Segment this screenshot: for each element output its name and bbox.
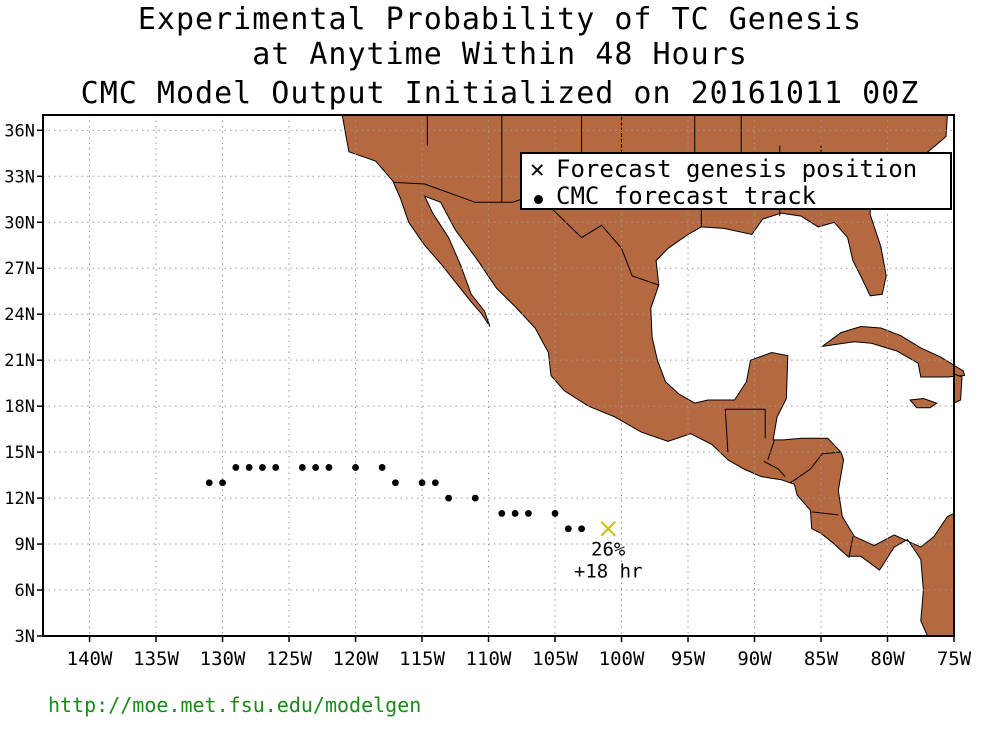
gridlines xyxy=(43,115,954,636)
lat-tick-label: 27N xyxy=(4,259,35,279)
genesis-lead-label: +18 hr xyxy=(574,561,643,583)
track-point xyxy=(498,510,506,517)
lon-tick-label: 75W xyxy=(937,648,972,670)
genesis-x-marker xyxy=(600,521,616,537)
lat-tick-label: 18N xyxy=(4,397,35,417)
lon-tick-label: 80W xyxy=(870,648,905,670)
genesis-probability-label: 26% xyxy=(591,539,626,561)
lat-axis: 36N 33N 30N 27N 24N 21N 18N 15N 12N 9N 6N 3N xyxy=(4,121,43,647)
track-point xyxy=(325,464,333,471)
lon-tick-label: 120W xyxy=(333,648,379,670)
jamaica-land xyxy=(909,397,938,409)
track-point xyxy=(272,464,280,471)
track-point xyxy=(551,510,559,517)
x-mark-icon: ✕ xyxy=(530,155,545,183)
lat-tick-label: 3N xyxy=(15,627,35,647)
border-line xyxy=(724,408,766,453)
border-line xyxy=(811,511,839,516)
title-line-2: at Anytime Within 48 Hours xyxy=(252,37,748,72)
lat-tick-label: 6N xyxy=(15,581,35,601)
track-point xyxy=(471,494,479,502)
legend-track-label: CMC forecast track xyxy=(556,182,817,210)
track-point xyxy=(219,479,226,487)
north-america-land xyxy=(341,114,955,637)
land-layer xyxy=(341,114,966,637)
track-point xyxy=(205,479,213,487)
track-point xyxy=(352,464,359,471)
lat-tick-label: 30N xyxy=(4,213,35,233)
border-line xyxy=(763,460,786,477)
genesis-marker-group: 26%+18 hr xyxy=(574,521,643,583)
lon-tick-label: 125W xyxy=(266,648,312,670)
legend-genesis-entry: ✕ Forecast genesis position xyxy=(530,156,950,183)
track-point xyxy=(564,525,572,533)
lon-tick-label: 130W xyxy=(200,648,246,670)
track-point xyxy=(245,464,253,471)
lon-tick-label: 110W xyxy=(466,648,512,670)
cuba-land xyxy=(822,325,966,378)
lon-tick-label: 85W xyxy=(804,648,839,670)
legend-track-entry: CMC forecast track xyxy=(530,183,950,210)
title-line-3: CMC Model Output Initialized on 20161011… xyxy=(80,76,920,111)
border-line xyxy=(848,536,854,558)
lon-tick-label: 95W xyxy=(671,648,706,670)
track-point xyxy=(525,510,532,517)
lat-tick-label: 24N xyxy=(4,305,35,325)
border-line xyxy=(790,451,842,484)
forecast-track xyxy=(205,464,586,533)
track-point xyxy=(392,479,399,487)
lat-tick-label: 36N xyxy=(4,121,35,141)
border-line xyxy=(767,439,775,460)
track-point xyxy=(578,525,586,533)
border-line xyxy=(394,181,659,286)
track-point xyxy=(445,494,453,502)
track-point xyxy=(511,510,519,517)
lat-tick-label: 15N xyxy=(4,443,35,463)
map-frame xyxy=(42,114,955,637)
track-point xyxy=(259,464,266,471)
source-url[interactable]: http://moe.met.fsu.edu/modelgen xyxy=(48,693,422,717)
lat-tick-label: 21N xyxy=(4,351,35,371)
lon-tick-label: 115W xyxy=(399,648,445,670)
legend: ✕ Forecast genesis position CMC forecast… xyxy=(520,152,952,210)
lon-axis: 140W 135W 130W 125W 120W 115W 110W 105W 100W 95W 9… xyxy=(67,636,972,670)
lon-tick-label: 105W xyxy=(532,648,578,670)
lon-tick-label: 100W xyxy=(599,648,645,670)
track-point xyxy=(418,479,426,487)
lat-tick-label: 12N xyxy=(4,489,35,509)
title-line-1: Experimental Probability of TC Genesis xyxy=(137,2,863,37)
lon-tick-label: 135W xyxy=(133,648,179,670)
track-point xyxy=(431,479,439,487)
lon-tick-label: 140W xyxy=(67,648,113,670)
track-point xyxy=(378,464,386,471)
hispaniola-land xyxy=(953,373,963,404)
track-point xyxy=(312,464,320,471)
track-point xyxy=(232,464,240,471)
lat-tick-label: 33N xyxy=(4,167,35,187)
legend-genesis-label: Forecast genesis position xyxy=(556,155,918,183)
track-point xyxy=(298,464,306,471)
dot-icon xyxy=(530,183,556,210)
lat-tick-label: 9N xyxy=(15,535,35,555)
lon-tick-label: 90W xyxy=(737,648,772,670)
